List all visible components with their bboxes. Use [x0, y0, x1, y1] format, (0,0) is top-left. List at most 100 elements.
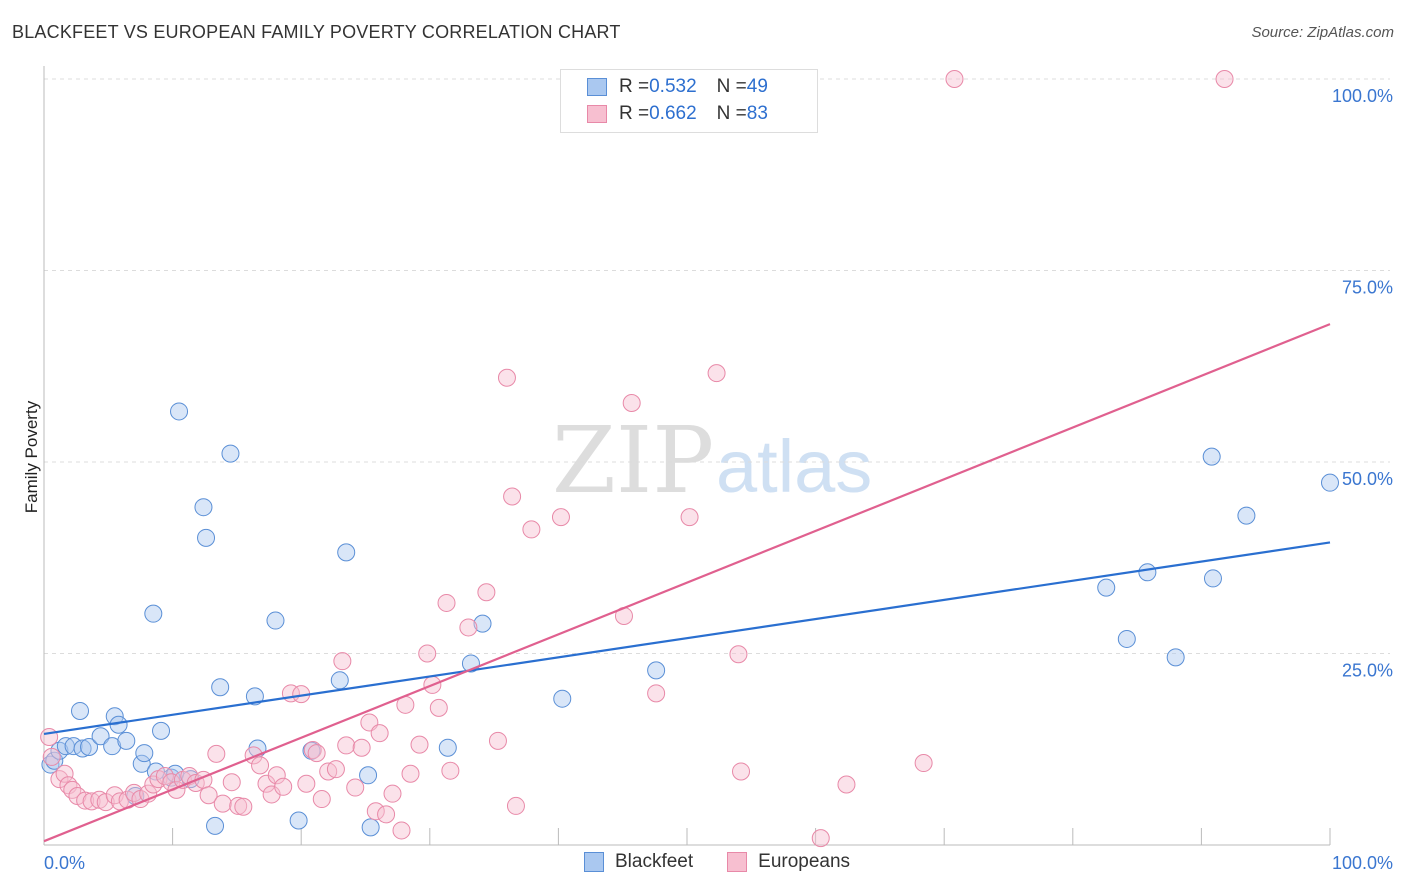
blackfeet-swatch: [587, 78, 607, 96]
europeans-point: [418, 644, 437, 663]
legend-n-label: N =: [716, 103, 747, 124]
europeans-point: [337, 736, 356, 755]
blackfeet-point: [152, 721, 171, 740]
europeans-swatch: [727, 852, 748, 872]
europeans-point: [55, 764, 74, 783]
europeans-point: [297, 774, 316, 793]
legend-row-blackfeet: R = 0.532 N = 49: [587, 74, 768, 100]
europeans-point: [312, 790, 331, 809]
europeans-trend-line: [43, 323, 1331, 843]
europeans-point: [346, 778, 365, 797]
europeans-point: [477, 583, 496, 602]
blackfeet-point: [105, 707, 124, 726]
blackfeet-point: [337, 543, 356, 562]
watermark: ZIP atlas: [552, 407, 872, 514]
y-tick-label: 50.0%: [1342, 469, 1393, 489]
legend-item-blackfeet[interactable]: Blackfeet: [584, 851, 693, 873]
y-axis-label: Family Poverty: [22, 400, 41, 514]
legend-label-europeans: Europeans: [758, 851, 851, 872]
correlation-legend: R = 0.532 N = 49 R = 0.662 N = 83: [560, 69, 818, 133]
europeans-point: [1215, 70, 1234, 88]
europeans-point: [732, 762, 751, 781]
europeans-point: [729, 645, 748, 664]
europeans-point: [503, 487, 522, 506]
blackfeet-point: [197, 528, 216, 547]
blackfeet-point: [1203, 569, 1222, 588]
blackfeet-point: [211, 678, 230, 697]
blackfeet-point: [361, 818, 380, 837]
europeans-point: [622, 394, 641, 413]
blackfeet-point: [221, 444, 240, 463]
legend-n-value-blackfeet: 49: [746, 76, 768, 97]
legend-r-value-blackfeet: 0.532: [649, 76, 697, 97]
blackfeet-point: [438, 738, 457, 757]
x-tick-label: 100.0%: [1332, 853, 1393, 873]
europeans-point: [377, 805, 396, 824]
chart-title: BLACKFEET VS EUROPEAN FAMILY POVERTY COR…: [12, 22, 621, 42]
blackfeet-point: [194, 498, 213, 517]
europeans-point: [459, 618, 478, 637]
europeans-point: [506, 796, 525, 815]
europeans-point: [40, 727, 59, 746]
blackfeet-point: [144, 604, 163, 623]
europeans-point: [429, 698, 448, 717]
europeans-swatch: [587, 105, 607, 123]
blackfeet-point: [80, 737, 99, 756]
europeans-point: [199, 786, 218, 805]
europeans-point: [76, 791, 95, 810]
blackfeet-point: [289, 811, 308, 830]
blackfeet-point: [91, 727, 110, 746]
blackfeet-trend-line: [43, 541, 1331, 736]
legend-label-blackfeet: Blackfeet: [615, 851, 694, 872]
europeans-point: [522, 520, 541, 539]
blackfeet-point: [266, 611, 285, 630]
europeans-point: [229, 796, 248, 815]
europeans-point: [366, 802, 385, 821]
europeans-point: [307, 744, 326, 763]
series-legend: Blackfeet Europeans: [584, 851, 884, 873]
blackfeet-point: [330, 671, 349, 690]
europeans-point: [914, 754, 933, 773]
europeans-point: [222, 773, 241, 792]
europeans-point: [96, 793, 115, 812]
europeans-point: [837, 775, 856, 794]
europeans-point: [42, 747, 61, 766]
legend-n-value-europeans: 83: [746, 103, 768, 124]
blackfeet-point: [473, 614, 492, 633]
y-tick-label: 100.0%: [1332, 86, 1393, 106]
europeans-point: [82, 792, 101, 811]
europeans-point: [234, 797, 253, 816]
europeans-point: [551, 508, 570, 527]
europeans-point: [488, 731, 507, 750]
europeans-point: [437, 593, 456, 612]
blackfeet-point: [245, 687, 264, 706]
europeans-point: [207, 744, 226, 763]
blackfeet-point: [170, 402, 189, 421]
blackfeet-point: [117, 731, 136, 750]
watermark-atlas: atlas: [716, 425, 872, 508]
europeans-point: [410, 735, 429, 754]
blackfeet-point: [1166, 648, 1185, 667]
legend-item-europeans[interactable]: Europeans: [727, 851, 850, 873]
watermark-zip: ZIP: [552, 407, 714, 514]
y-tick-label: 25.0%: [1342, 661, 1393, 681]
blackfeet-point: [1117, 629, 1136, 648]
europeans-point: [63, 780, 82, 799]
legend-n-label: N =: [716, 76, 747, 97]
europeans-point: [680, 508, 699, 527]
blackfeet-point: [647, 661, 666, 680]
europeans-point: [707, 364, 726, 383]
blackfeet-swatch: [584, 852, 604, 872]
europeans-point: [251, 756, 270, 775]
blackfeet-point: [132, 754, 151, 773]
europeans-point: [392, 821, 411, 840]
europeans-point: [811, 829, 830, 848]
blackfeet-point: [103, 737, 122, 756]
blackfeet-point: [359, 766, 378, 785]
x-tick-label: 0.0%: [44, 853, 85, 873]
europeans-point: [333, 652, 352, 671]
blackfeet-point: [1202, 447, 1221, 466]
europeans-point: [213, 794, 232, 813]
europeans-point: [945, 70, 964, 88]
